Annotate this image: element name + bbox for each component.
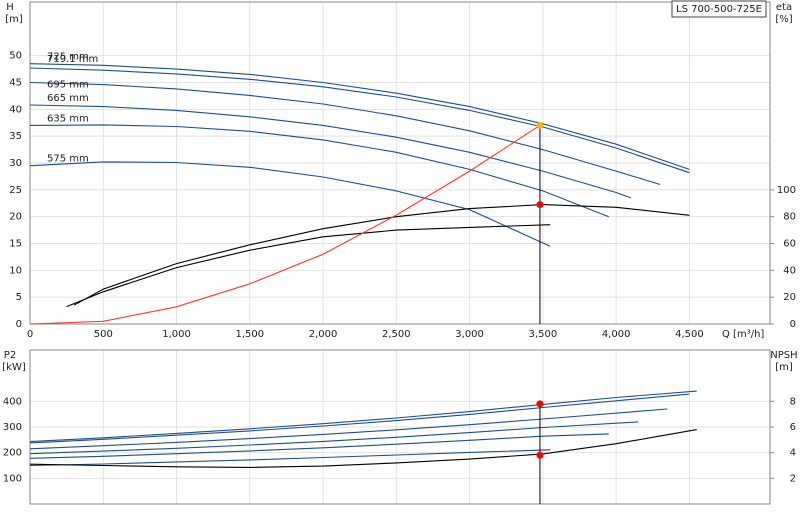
curve-label: 725 mm [47, 52, 89, 63]
curve [29, 390, 697, 443]
curve [29, 81, 661, 186]
x-tick-label: 4,500 [675, 329, 704, 340]
curve [29, 124, 541, 325]
curve [29, 161, 551, 247]
duty-point [536, 400, 544, 408]
x-tick-label: 2,000 [309, 329, 338, 340]
y2-tick-label: 20 [783, 292, 796, 303]
y2-tick-label: 6 [790, 422, 796, 433]
curve-label: 575 mm [47, 154, 89, 165]
x-tick-label: 2,500 [382, 329, 411, 340]
y-tick-label: 5 [16, 292, 22, 303]
model-box [671, 0, 767, 18]
curve [29, 429, 697, 468]
y-tick-label: 45 [9, 78, 22, 89]
curve [29, 421, 639, 455]
curve [29, 67, 690, 174]
y-tick-label: 25 [9, 185, 22, 196]
y-axis-unit: [m] [5, 14, 23, 25]
x-tick-label: 1,000 [162, 329, 191, 340]
curve-label: 695 mm [47, 80, 89, 91]
y2-tick-label: 0 [790, 319, 796, 330]
duty-point [536, 121, 544, 129]
y-tick-label: 10 [9, 265, 22, 276]
curve [29, 433, 609, 459]
x-tick-label: 4,000 [602, 329, 631, 340]
curve [29, 393, 690, 444]
plot-frame [29, 1, 771, 325]
y2-tick-label: 60 [783, 239, 796, 250]
curve-label: 719.1 mm [47, 54, 98, 65]
y2-axis-label: NPSH [770, 350, 797, 361]
y-tick-label: 30 [9, 158, 22, 169]
y2-tick-label: 2 [790, 473, 796, 484]
y2-axis-label: eta [776, 2, 792, 13]
x-tick-label: 1,500 [235, 329, 264, 340]
y-tick-label: 20 [9, 212, 22, 223]
curve [73, 204, 690, 306]
curve-label: 665 mm [47, 93, 89, 104]
curve [29, 449, 551, 467]
y2-tick-label: 80 [783, 212, 796, 223]
y-tick-label: 35 [9, 131, 22, 142]
x-tick-label: 500 [94, 329, 113, 340]
y-tick-label: 100 [3, 473, 22, 484]
curve [29, 104, 631, 199]
duty-point [536, 451, 544, 459]
curve [29, 63, 690, 170]
x-tick-label: 0 [27, 329, 33, 340]
y2-tick-label: 4 [790, 448, 796, 459]
y-tick-label: 50 [9, 51, 22, 62]
curve [29, 124, 610, 218]
y-axis-unit: [kW] [2, 362, 26, 373]
plot-frame [29, 349, 771, 505]
y2-tick-label: 8 [790, 396, 796, 407]
chart-title: LS 700-500-725E [676, 4, 762, 15]
curve-label: 635 mm [47, 113, 89, 124]
y-axis-label: P2 [4, 350, 16, 361]
x-tick-label: 3,500 [529, 329, 558, 340]
y-tick-label: 40 [9, 104, 22, 115]
y2-tick-label: 100 [777, 185, 796, 196]
x-axis-label: Q [m³/h] [722, 329, 764, 340]
y-tick-label: 0 [16, 319, 22, 330]
y-tick-label: 300 [3, 422, 22, 433]
x-tick-label: 3,000 [455, 329, 484, 340]
y2-axis-unit: [m] [775, 362, 793, 373]
curve [66, 224, 551, 308]
y-axis-label: H [6, 2, 14, 13]
y2-tick-label: 40 [783, 265, 796, 276]
curve [29, 408, 668, 450]
y-tick-label: 15 [9, 239, 22, 250]
y-tick-label: 200 [3, 448, 22, 459]
y2-axis-unit: [%] [775, 14, 792, 25]
y-tick-label: 400 [3, 396, 22, 407]
duty-point [536, 201, 544, 209]
